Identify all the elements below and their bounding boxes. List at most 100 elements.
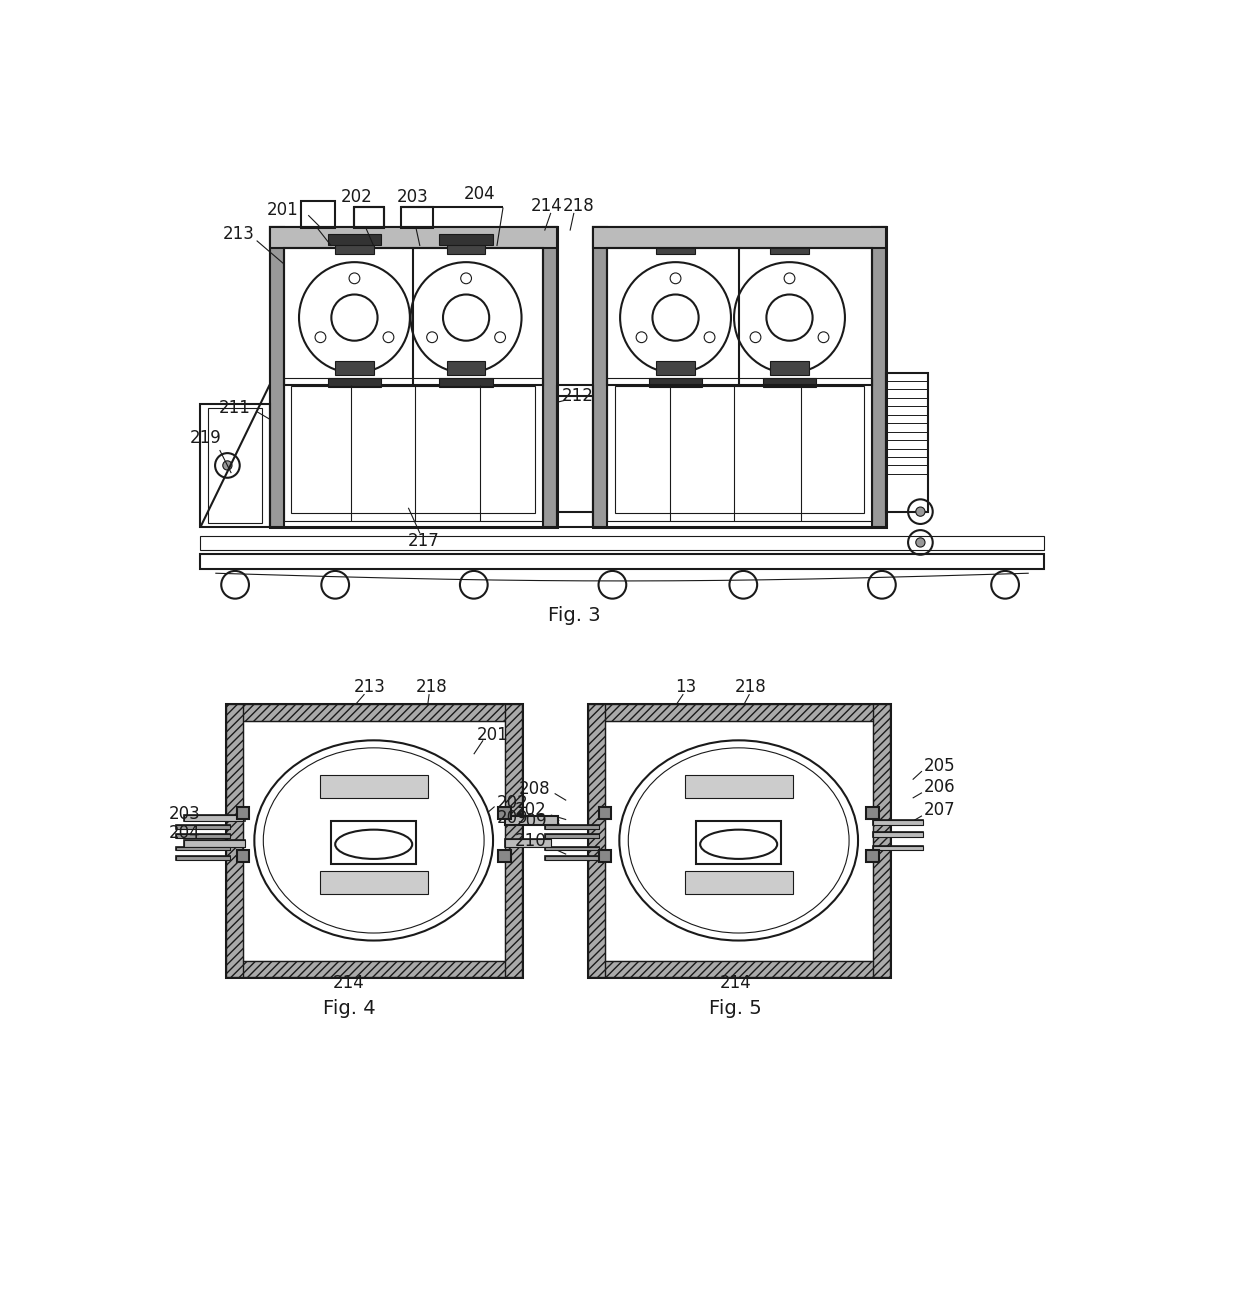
Text: Fig. 3: Fig. 3 bbox=[548, 606, 600, 625]
Bar bbox=[593, 227, 608, 527]
Text: 209: 209 bbox=[497, 810, 528, 827]
Bar bbox=[291, 386, 536, 513]
Bar bbox=[270, 227, 557, 527]
Bar bbox=[763, 378, 816, 387]
Circle shape bbox=[652, 294, 698, 341]
Text: 205: 205 bbox=[924, 757, 956, 775]
Bar bbox=[770, 362, 808, 375]
Bar bbox=[176, 846, 229, 850]
Bar bbox=[208, 408, 262, 523]
Text: 211: 211 bbox=[219, 399, 250, 417]
Bar bbox=[684, 775, 792, 798]
Text: 204: 204 bbox=[464, 185, 496, 202]
Text: 204: 204 bbox=[169, 824, 201, 842]
Circle shape bbox=[495, 332, 506, 342]
Bar bbox=[327, 234, 382, 245]
Bar bbox=[649, 234, 703, 245]
Bar bbox=[593, 227, 885, 248]
Circle shape bbox=[784, 273, 795, 283]
Text: 213: 213 bbox=[223, 226, 255, 244]
Bar bbox=[184, 815, 243, 821]
Circle shape bbox=[916, 538, 925, 547]
Bar bbox=[873, 846, 923, 850]
Bar bbox=[201, 537, 1044, 550]
Circle shape bbox=[383, 332, 394, 342]
Circle shape bbox=[315, 332, 326, 342]
Bar bbox=[605, 722, 873, 960]
Text: 218: 218 bbox=[415, 678, 448, 697]
Bar bbox=[593, 227, 885, 527]
Bar bbox=[599, 850, 611, 862]
Bar bbox=[243, 722, 505, 960]
Bar bbox=[498, 850, 511, 862]
Bar bbox=[320, 787, 428, 798]
Text: 209: 209 bbox=[516, 812, 547, 830]
Bar bbox=[226, 705, 522, 722]
Text: 218: 218 bbox=[563, 197, 594, 215]
Ellipse shape bbox=[701, 829, 777, 859]
Bar bbox=[873, 705, 889, 977]
Bar bbox=[176, 834, 229, 838]
Text: 208: 208 bbox=[520, 779, 551, 798]
Circle shape bbox=[704, 332, 715, 342]
Text: 202: 202 bbox=[341, 189, 373, 206]
Bar bbox=[270, 227, 557, 248]
Bar bbox=[546, 855, 599, 859]
Bar bbox=[546, 855, 599, 859]
Bar bbox=[656, 362, 694, 375]
Bar bbox=[320, 871, 428, 895]
Circle shape bbox=[331, 294, 377, 341]
Bar bbox=[270, 227, 284, 527]
Bar bbox=[873, 846, 923, 850]
Bar bbox=[331, 821, 417, 863]
Bar bbox=[505, 816, 558, 825]
Bar bbox=[498, 807, 511, 819]
Bar bbox=[184, 815, 246, 821]
Text: 212: 212 bbox=[562, 387, 594, 405]
Bar bbox=[543, 227, 557, 527]
Ellipse shape bbox=[254, 740, 494, 941]
Bar bbox=[599, 807, 611, 819]
Bar bbox=[684, 787, 792, 798]
Text: 213: 213 bbox=[353, 678, 386, 697]
Bar bbox=[546, 825, 599, 829]
Bar bbox=[546, 834, 599, 838]
Bar bbox=[446, 237, 485, 255]
Text: 203: 203 bbox=[169, 806, 201, 823]
Text: 201: 201 bbox=[477, 726, 508, 744]
Bar bbox=[608, 378, 872, 521]
Text: 201: 201 bbox=[267, 201, 299, 219]
Text: 218: 218 bbox=[735, 678, 766, 697]
Bar bbox=[770, 237, 808, 255]
Bar bbox=[284, 248, 543, 384]
Bar bbox=[763, 234, 816, 245]
Bar bbox=[176, 855, 229, 859]
Bar bbox=[873, 820, 923, 825]
Bar bbox=[867, 807, 879, 819]
Bar bbox=[873, 832, 923, 837]
Circle shape bbox=[916, 506, 925, 516]
Bar bbox=[439, 378, 494, 387]
Bar bbox=[335, 237, 373, 255]
Bar bbox=[505, 838, 551, 846]
Bar bbox=[546, 846, 599, 850]
Circle shape bbox=[443, 294, 490, 341]
Bar bbox=[873, 820, 923, 825]
Bar bbox=[656, 237, 694, 255]
Bar bbox=[401, 207, 433, 228]
Bar bbox=[176, 825, 229, 829]
Bar bbox=[546, 825, 599, 829]
Bar bbox=[355, 207, 383, 228]
Bar bbox=[588, 705, 605, 977]
Bar bbox=[684, 871, 792, 895]
Bar bbox=[226, 705, 243, 977]
Bar bbox=[184, 841, 246, 846]
Bar bbox=[226, 705, 522, 977]
Bar bbox=[320, 775, 428, 798]
Text: 214: 214 bbox=[334, 974, 365, 992]
Text: 202: 202 bbox=[497, 794, 528, 812]
Bar bbox=[184, 841, 246, 846]
Circle shape bbox=[223, 461, 232, 470]
Bar bbox=[201, 554, 1044, 569]
Text: 207: 207 bbox=[924, 802, 956, 820]
